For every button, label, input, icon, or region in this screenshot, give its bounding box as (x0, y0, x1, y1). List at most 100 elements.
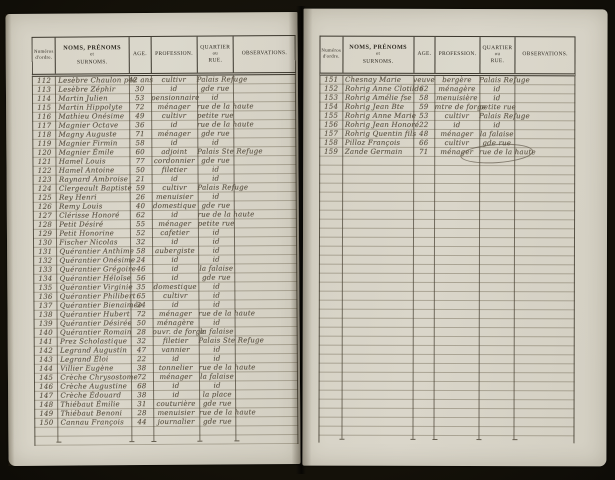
cell-observations (515, 85, 575, 94)
left-table: Numéros d'ordre. NOMS, PRÉNOMS et SURNOM… (31, 34, 299, 446)
cell-age: 50 (135, 166, 145, 175)
cell-numero: 119 (37, 139, 52, 148)
cell-profession: bergère (442, 75, 472, 85)
cell-profession: ménager (159, 372, 193, 381)
cell-age: 53 (419, 111, 429, 120)
cell-profession: domestique (152, 201, 197, 210)
cell-observations (234, 165, 296, 174)
cell-observations (234, 120, 296, 129)
header-quartier-line1: QUARTIER (482, 44, 513, 51)
cell-profession: tonnelier (158, 363, 193, 372)
cell-name: Zande Germain (344, 147, 403, 156)
cell-profession: ménager (157, 129, 191, 138)
cell-numero: 112 (37, 76, 52, 85)
cell-name: Pilloz François (344, 138, 401, 147)
cell-profession: id (453, 120, 461, 130)
header-profession: PROFESSION. (150, 36, 197, 74)
cell-quartier: id (212, 246, 220, 255)
cell-quartier: gde rue (200, 84, 230, 93)
cell-age: 55 (135, 220, 146, 229)
cell-numero: 113 (37, 85, 52, 94)
cell-quartier: Palais Refuge (479, 112, 530, 121)
cell-quartier: id (493, 85, 501, 94)
cell-observations (235, 372, 297, 381)
cell-profession: ménager (157, 102, 191, 111)
cell-quartier: petite rue (197, 219, 235, 228)
header-observations: OBSERVATIONS. (514, 37, 575, 74)
cell-quartier: id (212, 282, 220, 291)
cell-profession: menuisier (155, 192, 194, 201)
right-table-header: Numéros d'ordre. NOMS, PRÉNOMS et SURNOM… (319, 35, 576, 77)
cell-numero: 131 (38, 247, 53, 256)
header-numero-line2: d'ordre. (322, 54, 340, 60)
cell-profession: journalier (157, 417, 195, 426)
book-gutter-shadow (296, 6, 306, 474)
cell-age: 77 (135, 157, 145, 166)
header-age-label: AGE. (133, 51, 147, 58)
cell-age: 58 (419, 93, 429, 102)
cell-observations (234, 201, 296, 210)
cell-numero: 152 (324, 84, 339, 93)
cell-quartier: Palais Refuge (197, 183, 249, 192)
cell-quartier: la falaise (200, 372, 234, 381)
cell-observations (515, 76, 575, 85)
left-rows-area: 112 Lesèbre Chaulon pre 42 ans cultivr Palai… (31, 74, 299, 446)
cell-observations (234, 228, 296, 237)
cell-observations (235, 381, 297, 390)
cell-observations (236, 417, 298, 426)
cell-observations (234, 237, 296, 246)
cell-profession: filetier (161, 165, 188, 174)
cell-observations (233, 75, 295, 84)
cell-age: 36 (135, 121, 145, 130)
cell-quartier: id (493, 94, 501, 103)
cell-profession: id (170, 138, 178, 147)
cell-age: 32 (136, 238, 146, 247)
cell-quartier: gde rue (202, 399, 232, 408)
cell-quartier: petite rue (479, 103, 516, 112)
cell-age: 71 (135, 130, 145, 139)
cell-profession: ménager (158, 219, 192, 228)
cell-numero: 124 (37, 184, 52, 193)
cell-quartier: rue de la haute (478, 148, 536, 157)
cell-quartier: rue de la haute (198, 309, 256, 318)
cell-name: Rohrig Quentin fils (344, 129, 417, 138)
cell-age: 59 (135, 184, 146, 193)
cell-quartier: rue de la haute (196, 120, 254, 129)
header-quartier-line3: RUE. (208, 57, 223, 64)
cell-profession: cordonnier (153, 156, 195, 165)
cell-numero: 122 (37, 166, 52, 175)
cell-observations (234, 183, 296, 192)
cell-observations (233, 93, 295, 102)
cell-observations (234, 156, 296, 165)
cell-profession: ménagère (156, 318, 195, 327)
cell-profession: adjoint (161, 147, 188, 156)
cell-observations (514, 148, 574, 157)
cell-observations (235, 300, 297, 309)
cell-quartier: gde rue (482, 139, 512, 148)
cell-age: 32 (136, 337, 147, 346)
cell-quartier: id (212, 228, 220, 237)
cell-quartier: id (212, 237, 220, 246)
header-quartier: QUARTIER ou RUE. (196, 36, 234, 73)
cell-quartier: id (213, 345, 221, 354)
cell-numero: 136 (38, 292, 53, 301)
cell-profession: menuisière (436, 93, 478, 103)
cell-numero: 134 (38, 274, 53, 283)
cell-age: 58 (136, 247, 146, 256)
right-rows-area: 151 Chesnay Marie veuve bergère Palais Refug… (318, 75, 576, 444)
cell-quartier: id (212, 291, 221, 300)
cell-age: 44 (137, 418, 147, 427)
cell-name: Rohrig Jean Bte (344, 102, 405, 111)
cell-observations (515, 121, 575, 130)
cell-age: 56 (136, 274, 146, 283)
cell-profession: domestique (153, 282, 197, 291)
cell-observations (235, 282, 297, 291)
cell-quartier: id (493, 121, 501, 130)
cell-age: 60 (135, 148, 145, 157)
cell-age: 42 ans (128, 75, 154, 85)
cell-age: 68 (137, 382, 147, 391)
cell-age: 71 (419, 147, 429, 156)
cell-numero: 114 (37, 94, 52, 103)
cell-profession: couturière (156, 399, 196, 408)
cell-quartier: Palais Refuge (196, 75, 248, 84)
